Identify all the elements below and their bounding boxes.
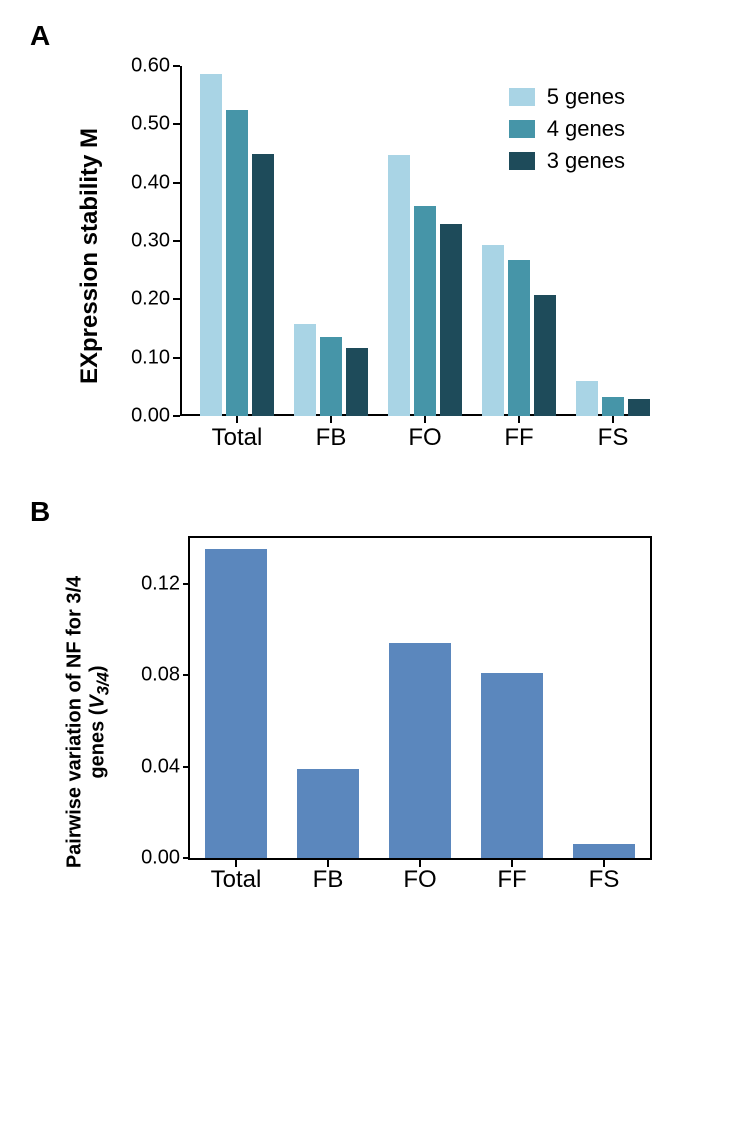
chart-a-ytick-label: 0.30 bbox=[118, 230, 170, 253]
chart-a-legend: 5 genes 4 genes 3 genes bbox=[509, 84, 625, 180]
chart-a-ytick-label: 0.00 bbox=[118, 405, 170, 428]
chart-a-xtick bbox=[236, 416, 238, 423]
chart-b-category-label: FO bbox=[403, 866, 436, 894]
chart-b-category-label: Total bbox=[211, 866, 262, 894]
chart-b-category-label: FF bbox=[497, 866, 526, 894]
chart-a-ytick bbox=[173, 415, 180, 417]
chart-a-ytick-label: 0.20 bbox=[118, 288, 170, 311]
legend-swatch bbox=[509, 88, 535, 106]
chart-a-bar bbox=[508, 260, 530, 416]
chart-a-bar bbox=[628, 399, 650, 416]
chart-a-xtick bbox=[518, 416, 520, 423]
chart-a-y-title: EXpression stability M bbox=[76, 128, 104, 384]
chart-b-bar bbox=[389, 643, 451, 858]
chart-a-bar bbox=[534, 295, 556, 416]
chart-b-y-title: Pairwise variation of NF for 3/4 genes (… bbox=[63, 576, 112, 868]
chart-a-bar bbox=[414, 206, 436, 416]
chart-a-legend-item: 5 genes bbox=[509, 84, 625, 110]
chart-a-ytick-label: 0.60 bbox=[118, 55, 170, 78]
chart-a-xtick bbox=[424, 416, 426, 423]
chart-a-bar bbox=[388, 155, 410, 416]
chart-b-category-label: FB bbox=[313, 866, 344, 894]
chart-a-legend-item: 4 genes bbox=[509, 116, 625, 142]
chart-a-ytick bbox=[173, 65, 180, 67]
chart-a: EXpression stability M 5 genes4 genes3 g… bbox=[110, 56, 670, 456]
chart-b: Pairwise variation of NF for 3/4 genes (… bbox=[110, 532, 670, 912]
chart-a-category-label: FF bbox=[504, 424, 533, 452]
chart-a-bar bbox=[252, 154, 274, 417]
chart-a-ytick bbox=[173, 123, 180, 125]
legend-swatch bbox=[509, 152, 535, 170]
chart-a-category-label: FB bbox=[316, 424, 347, 452]
chart-a-bar bbox=[294, 324, 316, 416]
chart-a-ytick bbox=[173, 357, 180, 359]
chart-b-category-label: FS bbox=[589, 866, 620, 894]
chart-a-xtick bbox=[330, 416, 332, 423]
legend-label: 4 genes bbox=[547, 116, 625, 142]
legend-swatch bbox=[509, 120, 535, 138]
chart-a-ytick bbox=[173, 240, 180, 242]
legend-label: 3 genes bbox=[547, 148, 625, 174]
chart-b-ytick bbox=[183, 674, 190, 676]
chart-a-bar bbox=[346, 348, 368, 416]
chart-a-ytick-label: 0.50 bbox=[118, 113, 170, 136]
chart-a-xtick bbox=[612, 416, 614, 423]
chart-a-bar bbox=[440, 224, 462, 417]
chart-b-ytick-label: 0.04 bbox=[130, 755, 180, 778]
chart-b-bar bbox=[205, 549, 267, 858]
chart-a-bar bbox=[226, 110, 248, 416]
chart-b-bar bbox=[297, 769, 359, 858]
chart-b-ytick-label: 0.12 bbox=[130, 572, 180, 595]
chart-a-bar bbox=[482, 245, 504, 416]
chart-b-ytick bbox=[183, 583, 190, 585]
chart-b-ytick-label: 0.00 bbox=[130, 847, 180, 870]
chart-b-ytick bbox=[183, 766, 190, 768]
chart-a-bar bbox=[576, 381, 598, 416]
chart-b-ytick bbox=[183, 857, 190, 859]
chart-a-legend-item: 3 genes bbox=[509, 148, 625, 174]
chart-a-ytick bbox=[173, 298, 180, 300]
panel-a-label: A bbox=[30, 20, 718, 52]
chart-a-ytick-label: 0.10 bbox=[118, 346, 170, 369]
chart-a-category-label: FO bbox=[408, 424, 441, 452]
chart-a-y-axis bbox=[180, 66, 182, 416]
chart-a-category-label: Total bbox=[212, 424, 263, 452]
chart-a-bar bbox=[200, 74, 222, 416]
chart-b-bar bbox=[573, 844, 635, 858]
legend-label: 5 genes bbox=[547, 84, 625, 110]
chart-a-bar bbox=[320, 337, 342, 416]
chart-a-bar bbox=[602, 397, 624, 416]
chart-a-ytick-label: 0.40 bbox=[118, 171, 170, 194]
chart-a-ytick bbox=[173, 182, 180, 184]
chart-b-bar bbox=[481, 673, 543, 858]
chart-a-category-label: FS bbox=[598, 424, 629, 452]
chart-b-ytick-label: 0.08 bbox=[130, 664, 180, 687]
panel-b-label: B bbox=[30, 496, 718, 528]
